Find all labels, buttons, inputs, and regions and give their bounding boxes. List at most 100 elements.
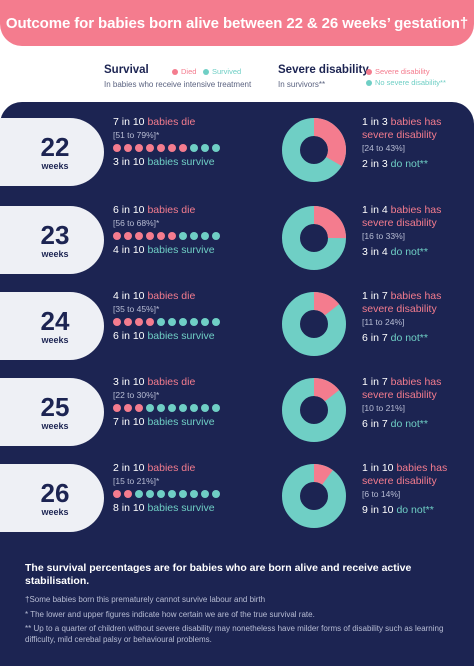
disability-range: [11 to 24%] <box>362 317 405 327</box>
survived-dot <box>135 490 143 498</box>
die-text: babies die <box>147 204 196 216</box>
survival-dots <box>113 404 273 412</box>
severe-swatch <box>366 68 372 75</box>
severe-legend-key: Severe disability <box>366 67 430 76</box>
severe-arc <box>282 118 346 182</box>
no-disability-text: do not** <box>390 158 428 170</box>
survived-dot <box>179 318 187 326</box>
survival-block: 4 in 10 babies die [35 to 45%]* 6 in 10 … <box>113 290 273 342</box>
die-text: babies die <box>147 116 196 128</box>
disability-range: [24 to 43%] <box>362 143 406 153</box>
no-severe-legend-key: No severe disability** <box>366 78 446 87</box>
footer-notes: The survival percentages are for babies … <box>0 552 474 666</box>
survived-dot <box>212 490 220 498</box>
die-line: 3 in 10 babies die <box>113 376 273 388</box>
survived-dot <box>179 404 187 412</box>
no-disability-line: 3 in 4 do not** <box>362 246 472 258</box>
die-range: [22 to 30%]* <box>113 390 160 400</box>
disability-donut <box>282 206 346 270</box>
die-line: 2 in 10 babies die <box>113 462 273 474</box>
weeks-badge: 25 weeks <box>0 378 104 446</box>
survived-dot <box>201 318 209 326</box>
survived-dot <box>157 318 165 326</box>
died-dot <box>124 144 132 152</box>
died-legend-key: Died <box>172 67 196 76</box>
survived-dot <box>179 490 187 498</box>
disability-text: babies has severe disability <box>362 116 442 141</box>
disability-text: babies has severe disability <box>362 204 442 229</box>
died-dot <box>135 232 143 240</box>
died-dot <box>113 144 121 152</box>
outcomes-panel: 22 weeks 7 in 10 babies die [51 to 79%]*… <box>0 102 474 552</box>
survived-dot <box>190 318 198 326</box>
weeks-badge: 24 weeks <box>0 292 104 360</box>
no-disability-count: 2 in 3 <box>362 158 388 170</box>
severe-arc <box>282 378 346 442</box>
survive-line: 3 in 10 babies survive <box>113 156 273 168</box>
die-text: babies die <box>147 462 196 474</box>
die-range: [15 to 21%]* <box>113 476 160 486</box>
disability-count: 1 in 10 <box>362 462 394 474</box>
die-count: 3 in 10 <box>113 376 145 388</box>
disability-donut <box>282 378 346 442</box>
disability-line: 1 in 7 babies has severe disability <box>362 290 472 316</box>
weeks-badge: 22 weeks <box>0 118 104 186</box>
survived-dot <box>212 404 220 412</box>
die-count: 6 in 10 <box>113 204 145 216</box>
no-disability-text: do not** <box>390 418 428 430</box>
disability-range: [6 to 14%] <box>362 489 401 499</box>
survive-count: 7 in 10 <box>113 416 145 428</box>
disability-block: 1 in 7 babies has severe disability [11 … <box>362 290 472 344</box>
survive-line: 8 in 10 babies survive <box>113 502 273 514</box>
died-dot <box>179 144 187 152</box>
weeks-unit: weeks <box>41 420 69 431</box>
disability-donut <box>282 292 346 356</box>
survived-dot <box>146 490 154 498</box>
weeks-unit: weeks <box>41 334 69 345</box>
footnote-asterisk: * The lower and upper figures indicate h… <box>25 609 315 619</box>
page-title-banner: Outcome for babies born alive between 22… <box>0 0 474 46</box>
survive-line: 7 in 10 babies survive <box>113 416 273 428</box>
died-dot <box>157 144 165 152</box>
survived-dot <box>201 232 209 240</box>
disability-donut <box>282 118 346 182</box>
no-severe-arc <box>282 464 346 528</box>
disability-text: babies has severe disability <box>362 376 442 401</box>
no-disability-text: do not** <box>390 332 428 344</box>
weeks-number: 23 <box>40 219 70 250</box>
weeks-unit: weeks <box>41 248 69 259</box>
severe-arc <box>282 206 346 270</box>
survival-block: 7 in 10 babies die [51 to 79%]* 3 in 10 … <box>113 116 273 168</box>
legend: Survival Died Survived In babies who rec… <box>0 60 474 102</box>
survive-count: 6 in 10 <box>113 330 145 342</box>
disability-block: 1 in 4 babies has severe disability [16 … <box>362 204 472 258</box>
died-dot <box>135 404 143 412</box>
disability-count: 1 in 3 <box>362 116 388 128</box>
died-dot <box>146 144 154 152</box>
survived-dot <box>201 490 209 498</box>
die-count: 4 in 10 <box>113 290 145 302</box>
footer-main-text: The survival percentages are for babies … <box>25 562 412 587</box>
weeks-number: 26 <box>40 477 70 508</box>
disability-text: babies has severe disability <box>362 462 448 487</box>
disability-text: babies has severe disability <box>362 290 442 315</box>
die-range: [35 to 45%]* <box>113 304 160 314</box>
survival-dots <box>113 318 273 326</box>
weeks-number: 25 <box>40 391 70 422</box>
disability-legend-title: Severe disability <box>278 64 369 76</box>
survived-legend-label: Survived <box>212 67 242 76</box>
died-dot <box>113 318 121 326</box>
died-dot <box>124 490 132 498</box>
survive-text: babies survive <box>147 416 215 428</box>
survive-count: 4 in 10 <box>113 244 145 256</box>
died-dot <box>135 144 143 152</box>
died-dot <box>168 144 176 152</box>
no-disability-text: do not** <box>396 504 434 516</box>
survive-line: 4 in 10 babies survive <box>113 244 273 256</box>
disability-range: [10 to 21%] <box>362 403 406 413</box>
survived-dot <box>201 144 209 152</box>
survived-dot <box>212 144 220 152</box>
disability-count: 1 in 7 <box>362 290 388 302</box>
die-count: 7 in 10 <box>113 116 145 128</box>
disability-block: 1 in 3 babies has severe disability [24 … <box>362 116 472 170</box>
